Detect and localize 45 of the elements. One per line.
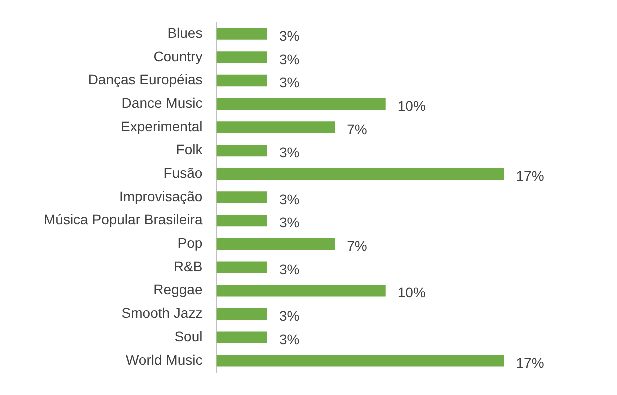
y-tick-label: Pop — [178, 235, 203, 252]
data-label: 3% — [279, 214, 300, 231]
data-label: 3% — [279, 331, 300, 348]
y-tick-label: Folk — [176, 142, 204, 158]
data-label: 10% — [398, 284, 426, 301]
bar — [216, 168, 504, 180]
y-tick-label: Música Popular Brasileira — [44, 212, 203, 228]
data-label: 3% — [279, 74, 300, 91]
bar — [216, 262, 268, 274]
bar — [216, 74, 268, 87]
bar — [216, 285, 386, 297]
bar — [216, 215, 268, 227]
bar — [216, 332, 268, 344]
y-tick-label: Country — [154, 48, 203, 64]
bar — [216, 308, 268, 320]
y-tick-label: Improvisação — [119, 188, 203, 204]
y-tick-label: Smooth Jazz — [122, 305, 203, 322]
y-tick-label: Blues — [168, 24, 203, 41]
data-label: 3% — [279, 51, 300, 68]
data-label: 7% — [347, 238, 368, 254]
bar — [216, 28, 268, 40]
data-label: 3% — [279, 191, 300, 208]
y-tick-label: Dance Music — [122, 94, 203, 111]
data-label: 3% — [279, 144, 300, 161]
bar — [216, 98, 386, 110]
data-label: 7% — [347, 121, 368, 138]
data-label: 10% — [398, 98, 426, 114]
data-label: 3% — [279, 308, 300, 324]
bar — [216, 238, 336, 250]
y-tick-label: Experimental — [121, 118, 203, 134]
data-label: 3% — [279, 28, 300, 44]
data-label: 17% — [516, 354, 544, 371]
bar — [216, 144, 268, 157]
bar — [216, 192, 268, 204]
bar — [216, 355, 504, 367]
y-tick-label: World Music — [126, 352, 203, 368]
y-tick-label: Fusão — [164, 165, 203, 182]
y-tick-label: Soul — [174, 328, 203, 344]
bar — [216, 122, 336, 134]
y-tick-label: Reggae — [154, 282, 203, 298]
bar — [216, 52, 268, 64]
y-tick-label: Danças Européias — [88, 72, 203, 88]
data-label: 3% — [279, 261, 300, 278]
y-tick-label: R&B — [174, 258, 203, 274]
data-label: 17% — [516, 168, 544, 184]
